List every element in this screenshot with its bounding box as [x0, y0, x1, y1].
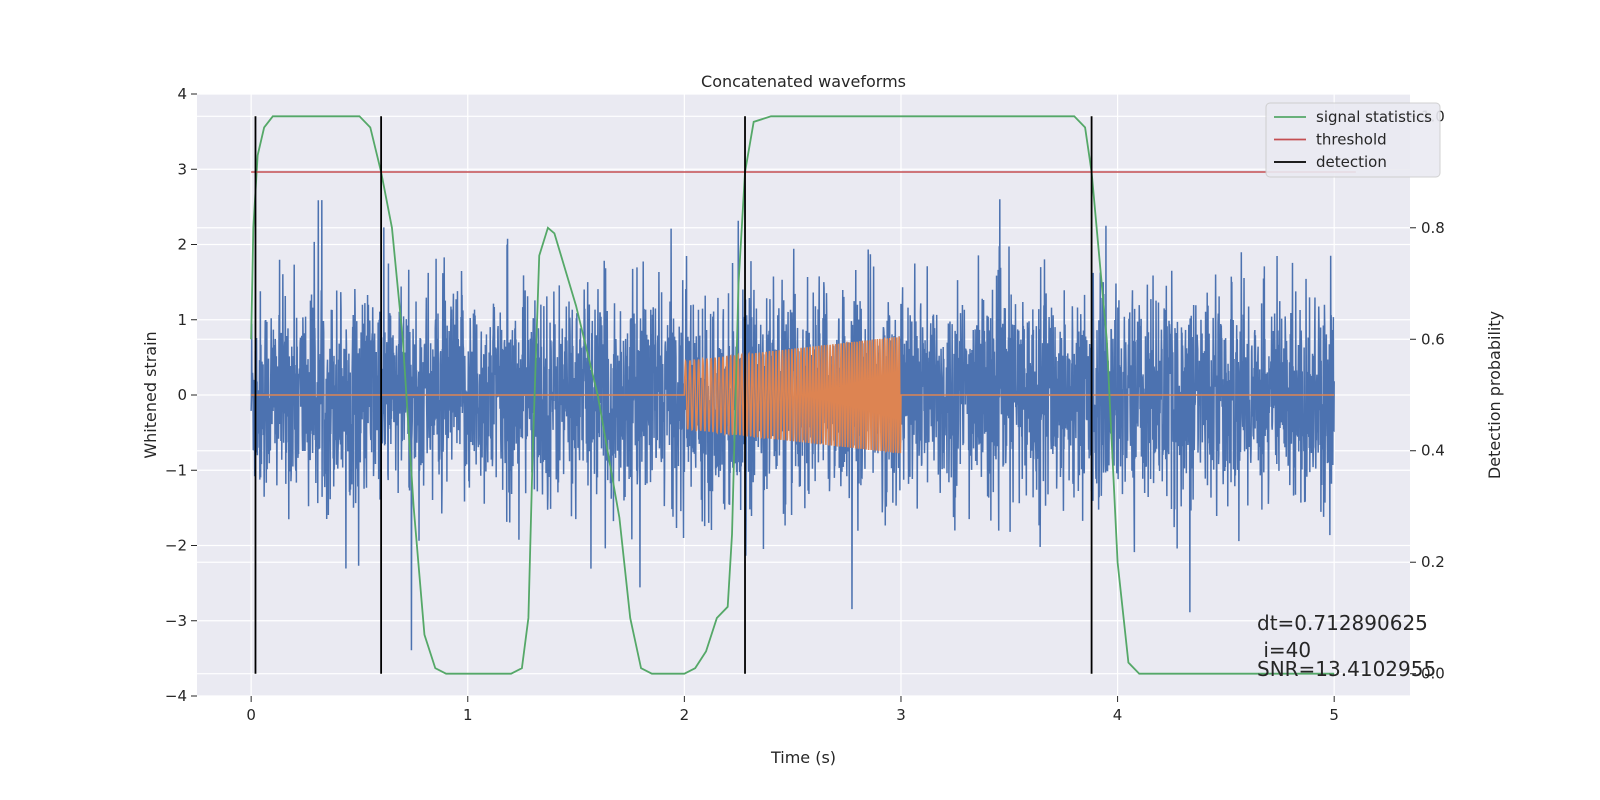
y-tick-label: −4: [165, 687, 187, 705]
y-tick-label: −2: [165, 537, 187, 555]
y-right-tick-label: 0.4: [1421, 442, 1445, 460]
y-tick-label: −1: [165, 461, 187, 479]
x-tick-label: 2: [680, 706, 690, 724]
y-right-tick-label: 0.6: [1421, 330, 1445, 348]
annotation-dt: dt=0.712890625: [1257, 611, 1428, 635]
signal-statistics-series: [250, 115, 1356, 675]
legend-label: threshold: [1316, 131, 1387, 149]
y-tick-label: −3: [165, 612, 187, 630]
annotation-snr: SNR=13.4102955: [1257, 657, 1436, 681]
x-tick-label: 4: [1113, 706, 1123, 724]
y-axis-label-right: Detection probability: [1485, 311, 1504, 479]
annotation-i: i=40: [1257, 638, 1311, 662]
y-axis-label: Whitened strain: [141, 331, 160, 458]
legend: signal statistics threshold detection: [1265, 102, 1441, 178]
x-tick-label: 0: [246, 706, 256, 724]
chart-title: Concatenated waveforms: [701, 72, 906, 91]
legend-box: [1265, 102, 1441, 178]
legend-label: signal statistics: [1316, 108, 1432, 126]
chirp-series: [251, 336, 1335, 454]
y-tick-label: 3: [177, 160, 187, 178]
y-tick-label: 0: [177, 386, 187, 404]
y-tick-label: 4: [177, 85, 187, 103]
y-tick-label: 2: [177, 236, 187, 254]
chirp-line: [251, 336, 1335, 454]
x-tick-label: 1: [463, 706, 473, 724]
y-right-tick-label: 0.2: [1421, 553, 1445, 571]
x-tick-label: 3: [896, 706, 906, 724]
y-right-tick-label: 0.8: [1421, 219, 1445, 237]
legend-label: detection: [1316, 153, 1387, 171]
y-tick-label: 1: [177, 311, 187, 329]
x-tick-label: 5: [1329, 706, 1339, 724]
y-right-tick-label: 0.0: [1421, 665, 1445, 683]
x-axis-label: Time (s): [770, 748, 836, 767]
